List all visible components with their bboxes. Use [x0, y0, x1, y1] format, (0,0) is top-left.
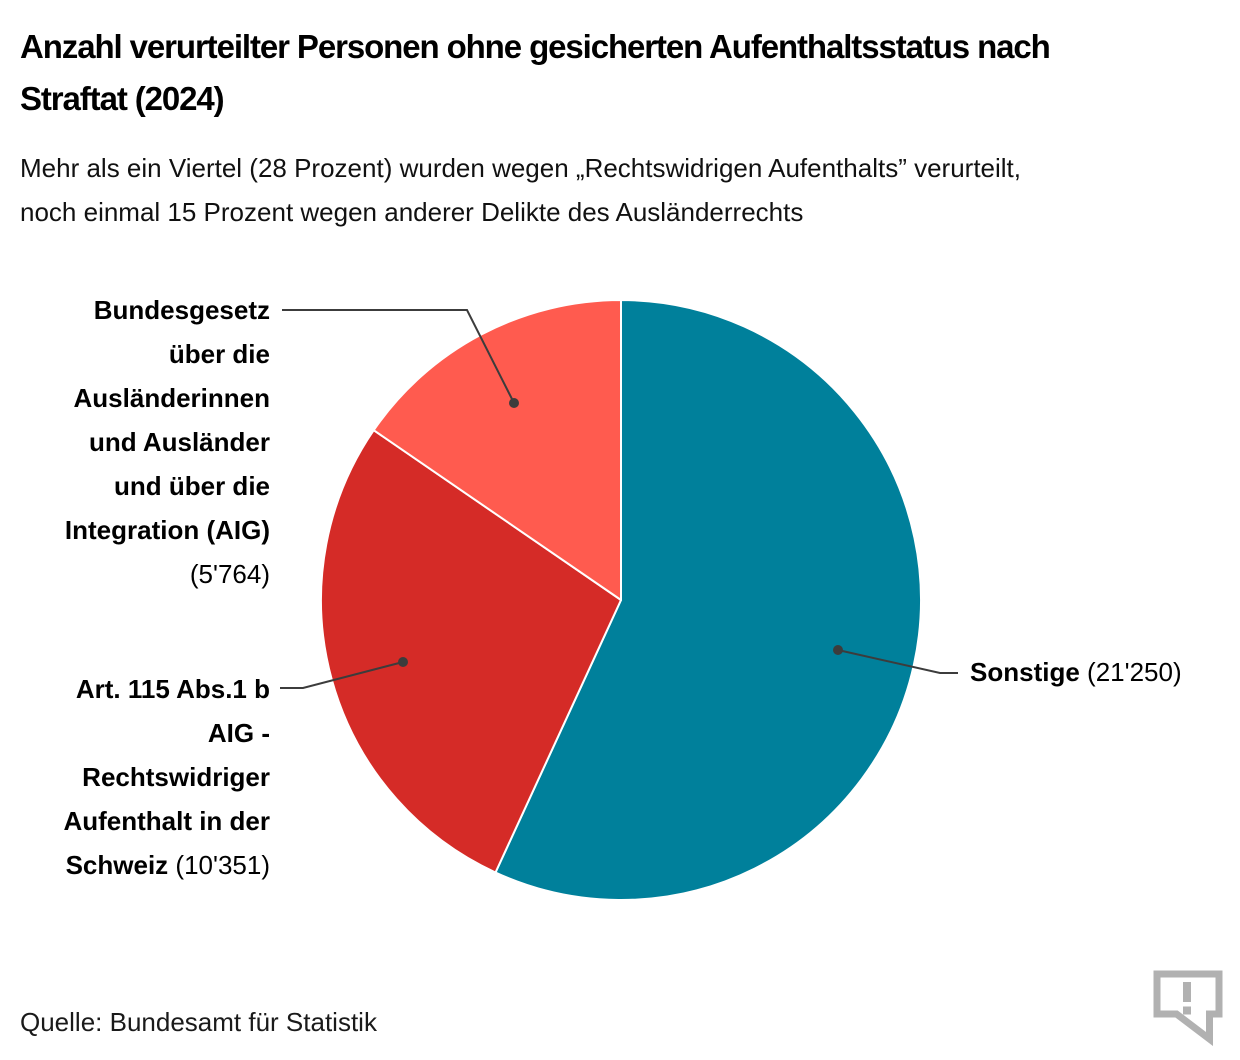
callout-label-art115-line: Aufenthalt in der [63, 806, 270, 836]
callout-label-aig-line: und über die [114, 471, 270, 501]
chart-subtitle-line-1: Mehr als ein Viertel (28 Prozent) wurden… [20, 153, 1021, 183]
pie-slice-aig [372, 299, 622, 601]
speech-bubble-exclamation-icon [1153, 970, 1223, 1046]
callout-label-art115-line: AIG - [207, 718, 270, 748]
chart-subtitle: Mehr als ein Viertel (28 Prozent) wurden… [20, 146, 1225, 234]
leader-dot-sonstige [833, 645, 843, 655]
source-note: Quelle: Bundesamt für Statistik [20, 1007, 377, 1037]
callout-label-art115-name: Schweiz [65, 850, 169, 880]
callout-label-sonstige: Sonstige (21'250) [970, 650, 1182, 694]
chart-title-line-1: Anzahl verurteilter Personen ohne gesich… [20, 28, 1051, 65]
leader-line-aig [282, 309, 515, 404]
callout-label-art115-line: Schweiz (10'351) [0, 843, 270, 887]
chart-subtitle-line-2: noch einmal 15 Prozent wegen anderer Del… [20, 197, 804, 227]
callout-label-aig: Bundesgesetz über die Ausländerinnen und… [0, 288, 270, 596]
callout-label-sonstige-name: Sonstige [970, 657, 1080, 687]
callout-label-aig-line: Integration (AIG) [64, 515, 270, 545]
callout-label-aig-line: Bundesgesetz [93, 295, 270, 325]
callout-value-aig: (5'764) [189, 559, 270, 589]
callout-value-sonstige: (21'250) [1087, 657, 1182, 687]
callout-label-art115-line: Rechtswidriger [82, 762, 270, 792]
callout-leader-lines [280, 309, 958, 689]
pie-chart [320, 299, 922, 901]
leader-dot-art115 [398, 657, 408, 667]
callout-value-art115: (10'351) [175, 850, 270, 880]
callout-label-art115: Art. 115 Abs.1 b AIG - Rechtswidriger Au… [0, 667, 270, 887]
callout-label-art115-line: Art. 115 Abs.1 b [75, 674, 270, 704]
callout-label-aig-line: über die [168, 339, 270, 369]
leader-dot-aig [509, 398, 519, 408]
leader-line-sonstige [837, 649, 958, 674]
pie-slice-sonstige [494, 299, 922, 901]
callout-label-aig-line: und Ausländer [88, 427, 270, 457]
leader-line-art115 [280, 661, 404, 689]
callout-label-aig-line: Ausländerinnen [73, 383, 270, 413]
chart-title: Anzahl verurteilter Personen ohne gesich… [20, 21, 1225, 125]
chart-title-line-2: Straftat (2024) [20, 80, 225, 117]
feedback-button[interactable] [1152, 970, 1224, 1046]
